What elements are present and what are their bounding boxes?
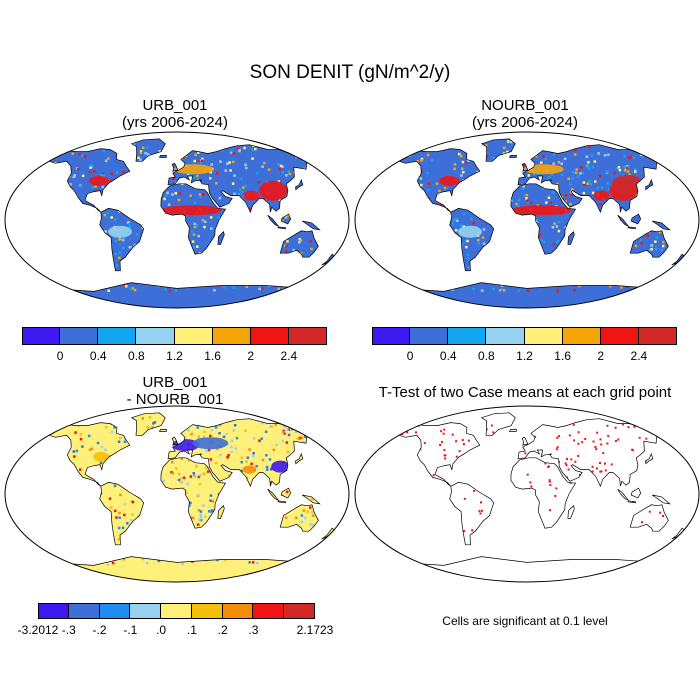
colorbar-tick-label: 1.2 xyxy=(516,349,533,363)
colorbar-tick-label: 0.4 xyxy=(439,349,457,363)
colorbar-box xyxy=(22,327,61,345)
colorbar-tick-label: .0 xyxy=(156,623,167,637)
panel-1-title: URB_001 (yrs 2006-2024) xyxy=(0,97,350,131)
colorbar-box xyxy=(136,327,175,345)
colorbar-box xyxy=(68,603,100,619)
colorbar-tick-label: 2.1723 xyxy=(296,623,334,637)
map-boundary xyxy=(354,405,700,583)
colorbar-urb: 0 0.4 0.8 1.2 1.6 2 2.4 xyxy=(22,327,327,363)
panel-2-title-line2: (yrs 2006-2024) xyxy=(472,114,578,131)
figure-title: SON DENIT (gN/m^2/y) xyxy=(249,62,451,83)
colorbar-box xyxy=(38,603,69,619)
map-panel-nourb xyxy=(354,131,700,309)
colorbar-box xyxy=(250,327,289,345)
colorbar-box xyxy=(253,603,285,619)
panel-1-title-line2: (yrs 2006-2024) xyxy=(122,114,228,131)
map-panel-ttest xyxy=(354,405,700,583)
colorbar-tick-label: 2.4 xyxy=(630,349,648,363)
colorbar-box xyxy=(288,327,327,345)
colorbar-box xyxy=(372,327,411,345)
colorbar-tick-label: 1.6 xyxy=(554,349,571,363)
colorbar-tick-label: 0 xyxy=(406,349,414,363)
colorbar-box xyxy=(410,327,449,345)
colorbar-box xyxy=(638,327,677,345)
colorbar-tick-label: 0.8 xyxy=(478,349,495,363)
colorbar-box xyxy=(99,603,131,619)
panel-3-title-line1: URB_001 xyxy=(142,374,208,391)
colorbar-box xyxy=(191,603,223,619)
colorbar-box xyxy=(486,327,525,345)
colorbar-tick-label: .2 xyxy=(217,623,228,637)
map-panel-difference xyxy=(4,405,350,583)
colorbar-box xyxy=(448,327,487,345)
colorbar-difference: -3.2012 -.3 -.2 -.1 .0 .1 .2 .3 2.1723 xyxy=(18,603,333,637)
colorbar-box xyxy=(562,327,601,345)
colorbar-tick-label: 0 xyxy=(56,349,64,363)
colorbar-tick-label: 1.6 xyxy=(204,349,221,363)
colorbar-tick-label: -.1 xyxy=(123,623,138,637)
colorbar-box xyxy=(600,327,639,345)
colorbar-tick-label: 2.4 xyxy=(280,349,298,363)
colorbar-box xyxy=(284,603,315,619)
panel-4-title: T-Test of two Case means at each grid po… xyxy=(350,384,700,401)
colorbar-tick-label: 0.4 xyxy=(89,349,107,363)
map-boundary xyxy=(4,405,350,583)
colorbar-tick-label: .3 xyxy=(248,623,259,637)
colorbar-nourb: 0 0.4 0.8 1.2 1.6 2 2.4 xyxy=(372,327,677,363)
colorbar-box xyxy=(174,327,213,345)
colorbar-box xyxy=(130,603,162,619)
colorbar-box xyxy=(212,327,251,345)
colorbar-tick-label: 1.2 xyxy=(166,349,183,363)
colorbar-tick-label: -3.2012 xyxy=(17,623,59,637)
colorbar-box xyxy=(60,327,99,345)
map-boundary xyxy=(354,131,700,309)
colorbar-tick-label: 2 xyxy=(597,349,605,363)
colorbar-tick-label: -.2 xyxy=(92,623,107,637)
panel-3-title: URB_001 - NOURB_001 xyxy=(0,374,350,408)
panel-3-title-line2: - NOURB_001 xyxy=(126,391,224,408)
colorbar-tick-label: .1 xyxy=(186,623,197,637)
colorbar-tick-label: 0.8 xyxy=(128,349,145,363)
colorbar-box xyxy=(161,603,192,619)
colorbar-box xyxy=(98,327,137,345)
panel-1-title-line1: URB_001 xyxy=(142,97,208,114)
panel-2-title: NOURB_001 (yrs 2006-2024) xyxy=(350,97,700,131)
colorbar-box xyxy=(222,603,254,619)
panel-2-title-line1: NOURB_001 xyxy=(481,97,569,114)
colorbar-tick-label: 2 xyxy=(247,349,255,363)
map-panel-urb xyxy=(4,131,350,309)
panel-4-title-line1: T-Test of two Case means at each grid po… xyxy=(378,384,672,401)
map-boundary xyxy=(4,131,350,309)
colorbar-tick-label: -.3 xyxy=(61,623,76,637)
colorbar-box xyxy=(524,327,563,345)
significance-note: Cells are significant at 0.1 level xyxy=(442,614,608,628)
